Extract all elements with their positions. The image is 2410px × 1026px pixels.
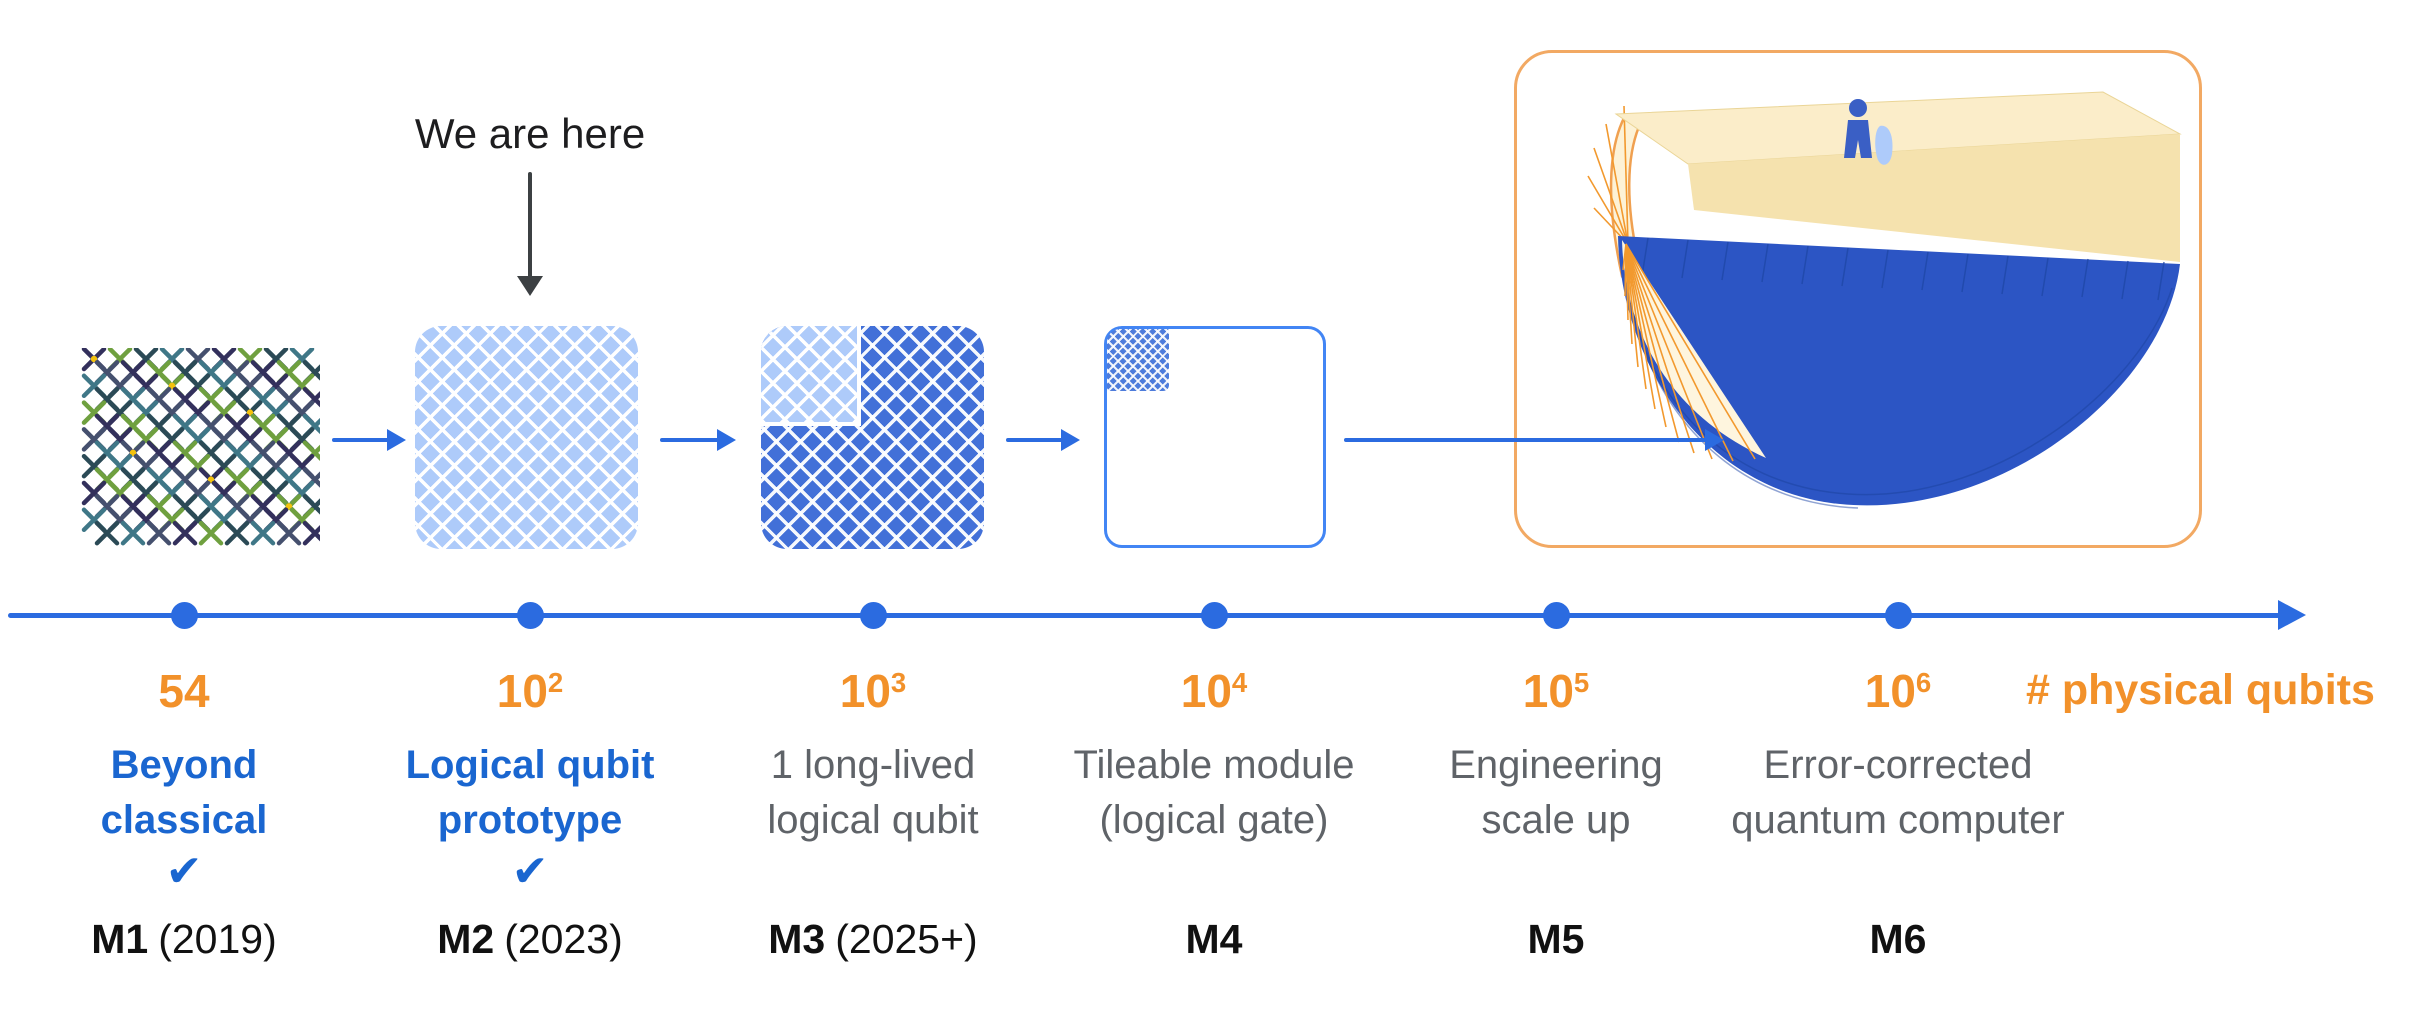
- timeline-line: [8, 613, 2280, 618]
- milestone-name-m2: Logical qubit prototype: [405, 743, 655, 842]
- qubit-array-m1-graphic: [81, 348, 320, 546]
- milestone-label-m3: M3 (2025+): [768, 916, 978, 962]
- arrow-right-icon: [332, 425, 406, 455]
- arrow-down-shaft: [528, 172, 532, 278]
- milestone-name-m1: Beyond classical: [100, 743, 268, 842]
- milestone-name-m5: Engineering scale up: [1449, 743, 1663, 842]
- quantum-computer-illustration: [1587, 91, 2182, 509]
- arrow-head: [717, 429, 736, 451]
- physical-qubits-axis-label: # physical qubits: [2026, 666, 2375, 714]
- checkmark-icon: ✔: [511, 847, 549, 896]
- milestone-label-m2: M2 (2023): [437, 916, 623, 962]
- timeline-dot-m1: [171, 602, 198, 629]
- arrow-shaft: [332, 437, 390, 443]
- qubit-count-m1: 54: [158, 665, 210, 717]
- timeline-dot-m3: [860, 602, 887, 629]
- checkmark-icon: ✔: [165, 847, 203, 896]
- milestone-label-m4: M4: [1185, 916, 1243, 962]
- qubit-count-m3: 103: [839, 665, 907, 717]
- arrow-head: [1061, 429, 1080, 451]
- milestone-name-m4: Tileable module (logical gate): [1073, 743, 1355, 842]
- arrow-right-icon: [1344, 425, 1724, 455]
- arrow-shaft: [1344, 437, 1708, 443]
- timeline-dot-m6: [1885, 602, 1912, 629]
- person-figure: [1849, 99, 1867, 117]
- milestone-name-m3: 1 long-lived logical qubit: [767, 743, 979, 842]
- arrow-head: [1705, 429, 1724, 451]
- qubit-count-m6: 106: [1864, 665, 1932, 717]
- qubit-grid-m4-corner: [1107, 329, 1169, 391]
- qubit-count-m4: 104: [1180, 665, 1248, 717]
- qubit-grid-m4-graphic: [1104, 326, 1326, 548]
- milestone-label-m1: M1 (2019): [91, 916, 277, 962]
- qubit-grid-m3-corner: [761, 326, 861, 426]
- arrow-right-icon: [660, 425, 736, 455]
- milestone-label-m5: M5: [1527, 916, 1585, 962]
- arrow-shaft: [1006, 437, 1064, 443]
- arrow-shaft: [660, 437, 720, 443]
- qubit-count-m2: 102: [496, 665, 564, 717]
- arrow-head: [387, 429, 406, 451]
- arrow-down-head: [517, 276, 543, 296]
- we-are-here-label: We are here: [414, 110, 646, 157]
- timeline-dot-m4: [1201, 602, 1228, 629]
- milestone-name-m6: Error-corrected quantum computer: [1731, 743, 2065, 842]
- qubit-count-m5: 105: [1522, 665, 1590, 717]
- qubit-grid-m2-graphic: [415, 326, 638, 549]
- timeline-arrow-head: [2278, 600, 2306, 630]
- milestone-label-m6: M6: [1869, 916, 1927, 962]
- qubit-grid-m3-graphic: [761, 326, 984, 549]
- arrow-right-icon: [1006, 425, 1080, 455]
- timeline-dot-m5: [1543, 602, 1570, 629]
- timeline-dot-m2: [517, 602, 544, 629]
